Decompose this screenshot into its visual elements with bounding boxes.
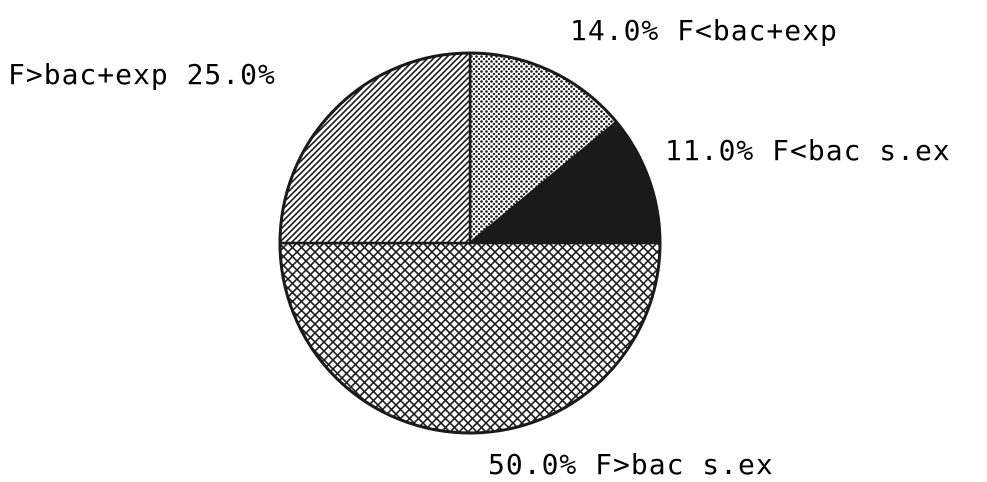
- slice-label-f-gt-bac-exp: F>bac+exp 25.0%: [8, 58, 276, 91]
- pie-slice-3: [278, 51, 472, 245]
- pie-slices: [278, 51, 662, 435]
- slice-label-f-lt-bac-exp: 14.0% F<bac+exp: [570, 14, 838, 47]
- pie-slice-2: [278, 241, 662, 435]
- slice-label-f-gt-bac-sex: 50.0% F>bac s.ex: [488, 448, 774, 481]
- pie-outline: [278, 51, 662, 435]
- slice-label-f-lt-bac-sex: 11.0% F<bac s.ex: [665, 134, 951, 167]
